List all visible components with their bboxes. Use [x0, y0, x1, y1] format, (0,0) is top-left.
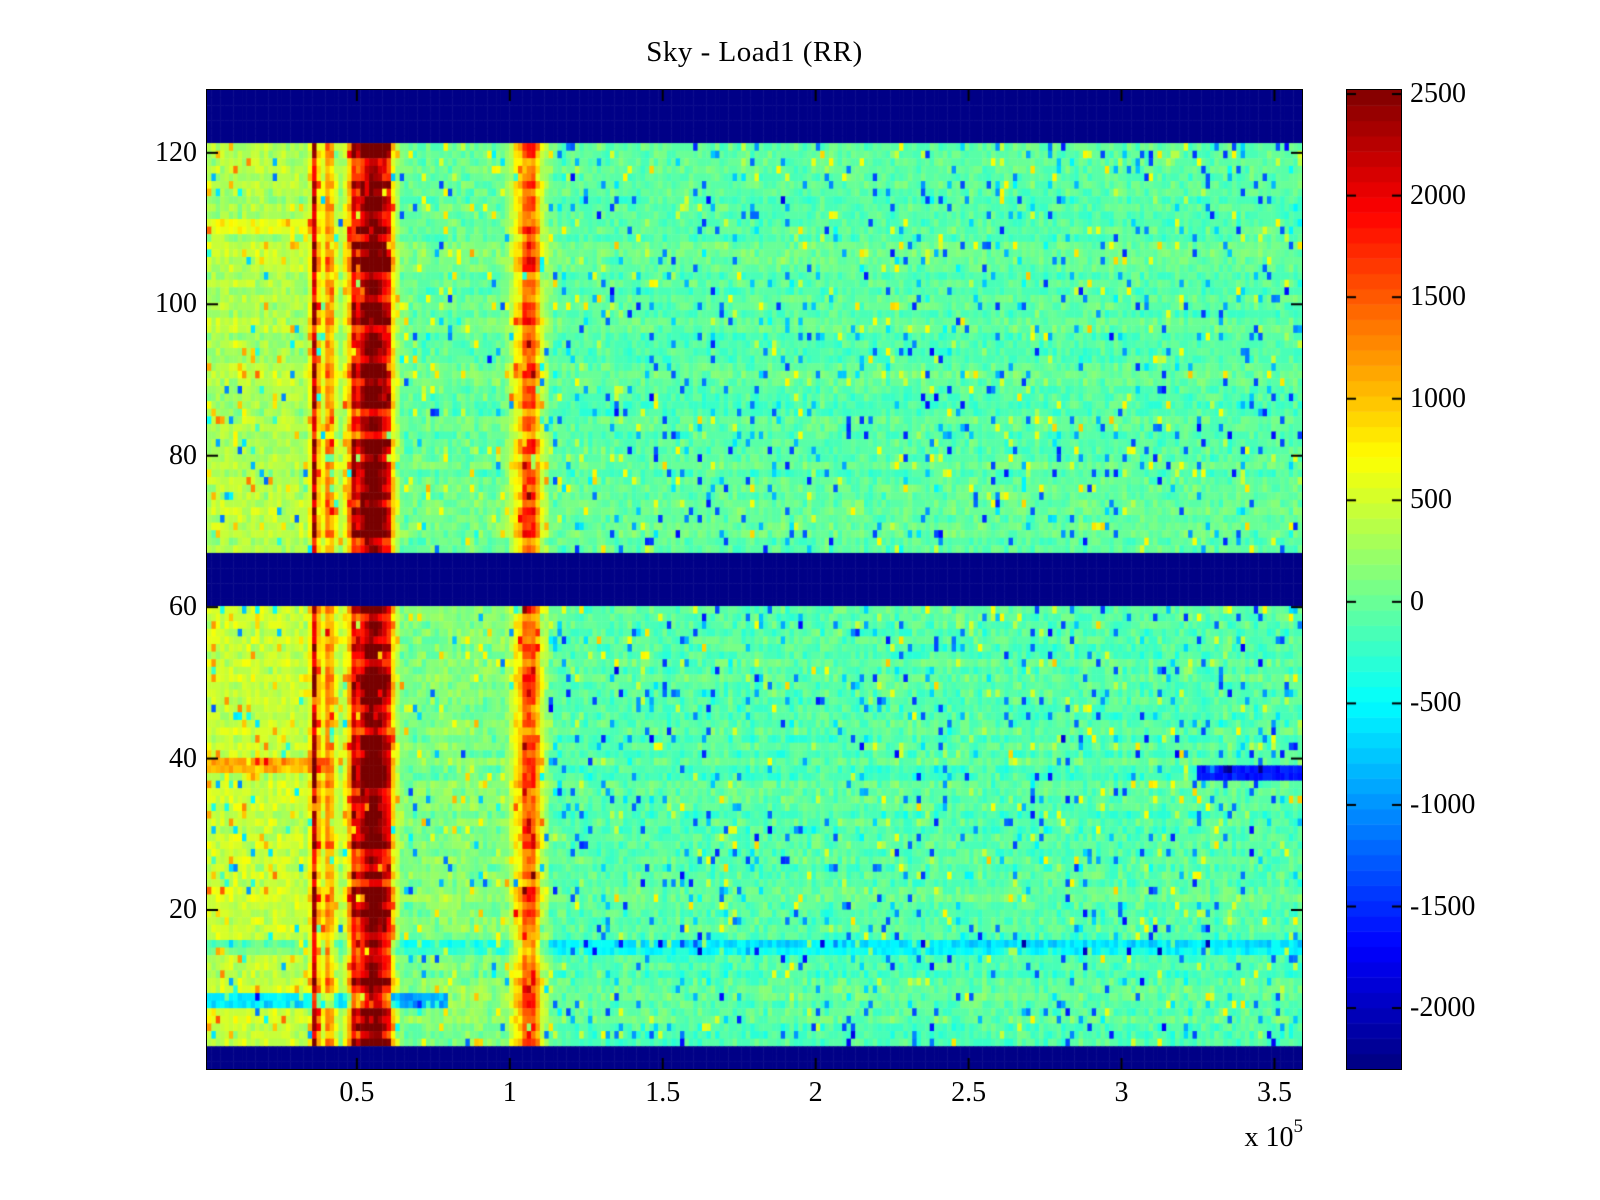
colorbar-tick-label: -500 [1410, 687, 1462, 719]
x-axis-exponent-prefix: x 10 [1244, 1122, 1294, 1153]
x-axis-exponent-label: x 105 [1100, 1116, 1304, 1154]
y-axis-tick-label: 120 [155, 136, 197, 168]
plot-title: Sky - Load1 (RR) [646, 36, 863, 68]
x-axis-tick-label: 0.5 [339, 1077, 375, 1108]
colorbar-tick-label: -1500 [1410, 890, 1476, 922]
x-axis-exponent-power: 5 [1293, 1116, 1304, 1137]
colorbar-tick-label: 500 [1410, 484, 1452, 516]
colorbar-canvas [1346, 89, 1402, 1070]
x-axis-tick-label: 2.5 [951, 1077, 987, 1108]
colorbar-tick-label: -2000 [1410, 992, 1476, 1024]
x-axis-tick-label: 1.5 [645, 1077, 681, 1108]
colorbar-tick-label: -1000 [1410, 788, 1476, 820]
y-axis-tick-label: 80 [169, 439, 197, 471]
y-axis-tick-label: 40 [169, 742, 197, 774]
x-axis-tick-label: 1 [502, 1077, 517, 1108]
colorbar-tick-label: 2000 [1410, 179, 1466, 211]
colorbar-tick-label: 0 [1410, 585, 1424, 617]
colorbar-tick-label: 2500 [1410, 78, 1466, 110]
x-axis-tick-label: 3 [1114, 1077, 1129, 1108]
colorbar-tick-label: 1500 [1410, 281, 1466, 313]
y-axis-tick-label: 20 [169, 893, 197, 925]
colorbar-tick-label: 1000 [1410, 382, 1466, 414]
x-axis-tick-label: 3.5 [1256, 1077, 1292, 1108]
x-axis-tick-label: 2 [808, 1077, 823, 1108]
y-axis-tick-label: 100 [155, 288, 197, 320]
heatmap-canvas [206, 89, 1303, 1070]
y-axis-tick-label: 60 [169, 591, 197, 623]
